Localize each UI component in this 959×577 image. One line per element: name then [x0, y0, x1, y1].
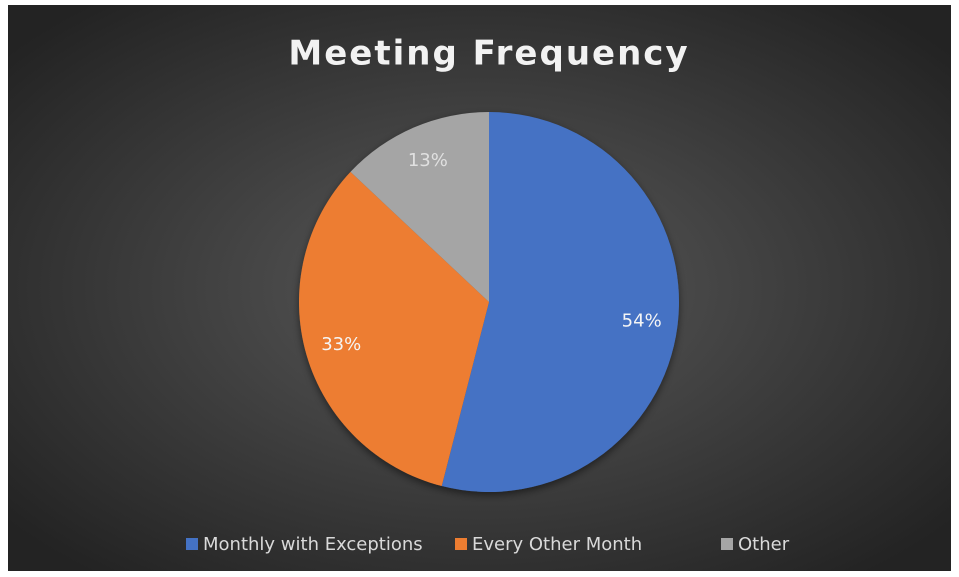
legend-swatch: [455, 538, 467, 550]
legend-label: Other: [738, 534, 790, 555]
legend-swatch: [186, 538, 198, 550]
data-label: 33%: [321, 334, 361, 355]
data-label: 54%: [622, 310, 662, 331]
pie-slice: [350, 112, 489, 302]
legend-swatch: [721, 538, 733, 550]
data-label: 13%: [408, 150, 448, 171]
chart-title: Meeting Frequency: [288, 34, 689, 74]
pie-slice: [298, 171, 489, 487]
pie: [298, 112, 680, 492]
legend-label: Every Other Month: [472, 534, 642, 555]
legend-label: Monthly with Exceptions: [203, 534, 423, 555]
pie-slice: [441, 112, 680, 492]
